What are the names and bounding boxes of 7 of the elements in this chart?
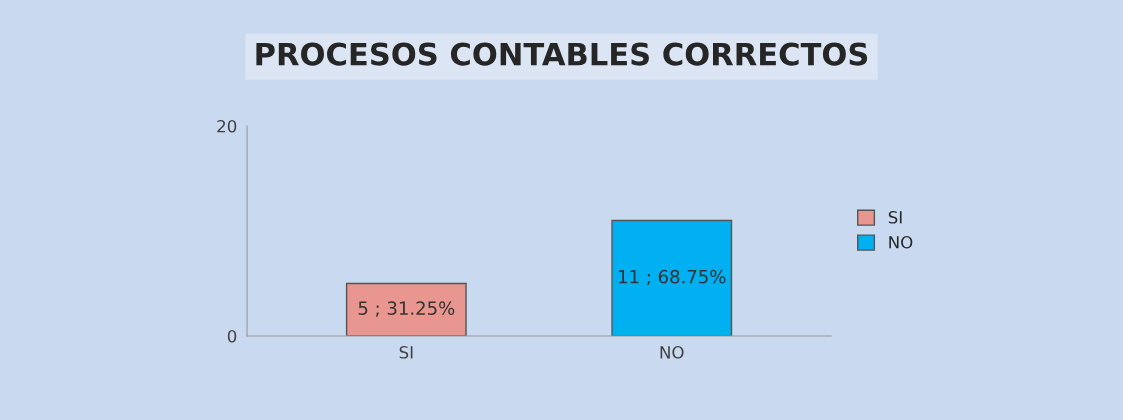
y-tick-label: 20 [217, 119, 237, 133]
data-label: 5 ; 31.25% [358, 301, 455, 317]
legend-label: NO [889, 235, 913, 249]
y-tick-label: 0 [227, 329, 237, 343]
legend-label: SI [888, 211, 902, 224]
data-label: 11 ; 68.75% [619, 269, 726, 286]
chart-title: PROCESOS CONTABLES CORRECTOS [256, 42, 868, 66]
